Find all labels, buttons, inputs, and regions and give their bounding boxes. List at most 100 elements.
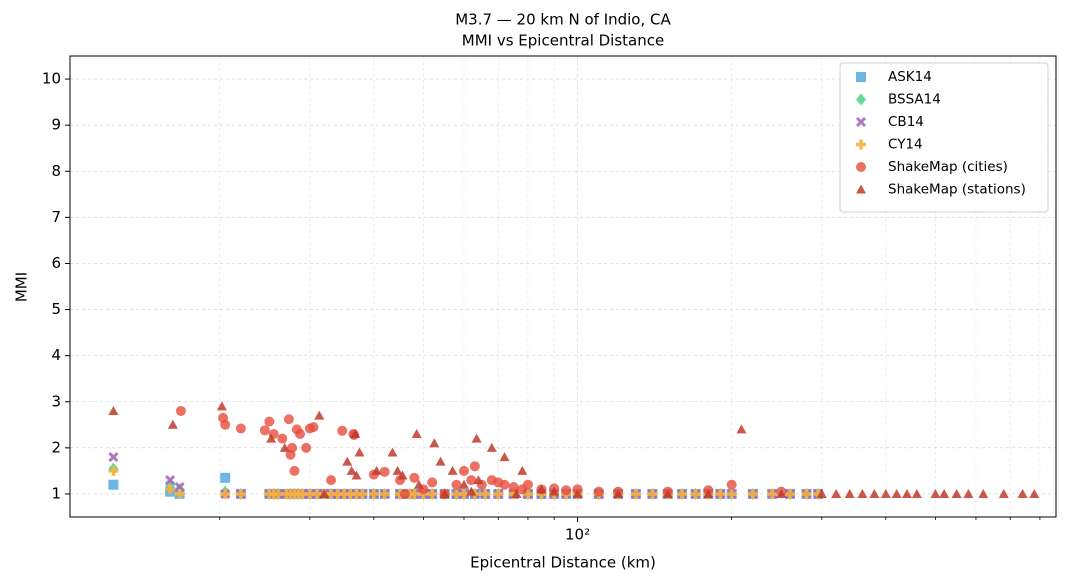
point <box>801 488 812 499</box>
y-tick-label: 8 <box>51 162 61 180</box>
axes-frame <box>69 55 1057 518</box>
y-tick-label: 4 <box>51 346 61 364</box>
point <box>451 479 462 490</box>
point <box>167 419 178 429</box>
point <box>572 488 583 498</box>
point <box>978 488 989 498</box>
point <box>174 488 185 499</box>
point <box>486 442 497 452</box>
point <box>220 419 231 430</box>
point <box>998 488 1009 498</box>
legend-label: ASK14 <box>888 69 932 85</box>
point <box>295 429 306 440</box>
point <box>264 416 275 427</box>
point <box>427 477 438 488</box>
point <box>471 433 482 443</box>
legend-label: ShakeMap (stations) <box>888 182 1026 198</box>
point <box>108 452 119 463</box>
point <box>354 447 365 457</box>
point <box>216 401 227 411</box>
point <box>287 442 298 453</box>
legend-label: CY14 <box>888 137 923 153</box>
point <box>662 488 673 498</box>
y-axis-label: MMI <box>13 272 31 302</box>
y-tick-label: 10 <box>42 70 61 88</box>
point <box>499 479 510 490</box>
x-axis-label: Epicentral Distance (km) <box>470 554 656 572</box>
legend-marker <box>856 139 866 150</box>
point <box>466 475 477 486</box>
point <box>726 488 737 499</box>
point <box>413 479 424 489</box>
point <box>522 488 533 499</box>
x-tick-label: 10² <box>565 526 590 544</box>
point <box>220 472 231 483</box>
point <box>690 488 701 499</box>
point <box>165 484 176 495</box>
point <box>301 442 312 453</box>
point <box>561 485 572 496</box>
point <box>844 488 855 498</box>
point <box>647 488 658 499</box>
point <box>409 472 420 483</box>
point <box>466 486 477 496</box>
point <box>508 482 519 493</box>
chart-title: M3.7 — 20 km N of Indio, CA <box>455 11 671 29</box>
point <box>411 429 422 439</box>
point <box>392 465 403 475</box>
point <box>857 488 868 498</box>
point <box>435 456 446 466</box>
point <box>409 488 420 499</box>
legend-marker <box>856 162 866 172</box>
point <box>891 488 902 498</box>
point <box>108 479 119 490</box>
point <box>108 405 119 415</box>
point <box>429 438 440 448</box>
point <box>536 484 547 494</box>
point <box>549 486 560 496</box>
point <box>368 488 379 499</box>
point <box>458 465 469 476</box>
y-tick-label: 9 <box>51 116 61 134</box>
point <box>397 470 408 480</box>
point <box>869 488 880 498</box>
point <box>493 488 504 499</box>
point <box>767 488 778 499</box>
point <box>289 465 300 476</box>
point <box>831 488 842 498</box>
point <box>522 479 533 490</box>
point <box>337 425 348 436</box>
point <box>630 488 641 499</box>
point <box>399 488 410 499</box>
point <box>499 452 510 462</box>
y-tick-label: 5 <box>51 300 61 318</box>
point <box>346 465 357 475</box>
y-tick-label: 3 <box>51 392 61 410</box>
point <box>326 475 337 486</box>
point <box>880 488 891 498</box>
point <box>387 447 398 457</box>
point <box>901 488 912 498</box>
point <box>785 488 796 499</box>
point <box>273 488 284 499</box>
point <box>283 414 294 425</box>
point <box>235 423 246 434</box>
point <box>314 410 325 420</box>
point <box>266 433 277 443</box>
point <box>480 488 491 499</box>
legend-label: BSSA14 <box>888 92 941 108</box>
point <box>963 488 974 498</box>
point <box>379 466 390 477</box>
point <box>930 488 941 498</box>
point <box>351 470 362 480</box>
point <box>357 488 368 499</box>
point <box>715 488 726 499</box>
point <box>1017 488 1028 498</box>
y-tick-label: 1 <box>51 484 61 502</box>
point <box>747 488 758 499</box>
point <box>511 488 522 498</box>
point <box>174 481 185 493</box>
legend-box <box>839 62 1049 213</box>
point <box>342 456 353 466</box>
